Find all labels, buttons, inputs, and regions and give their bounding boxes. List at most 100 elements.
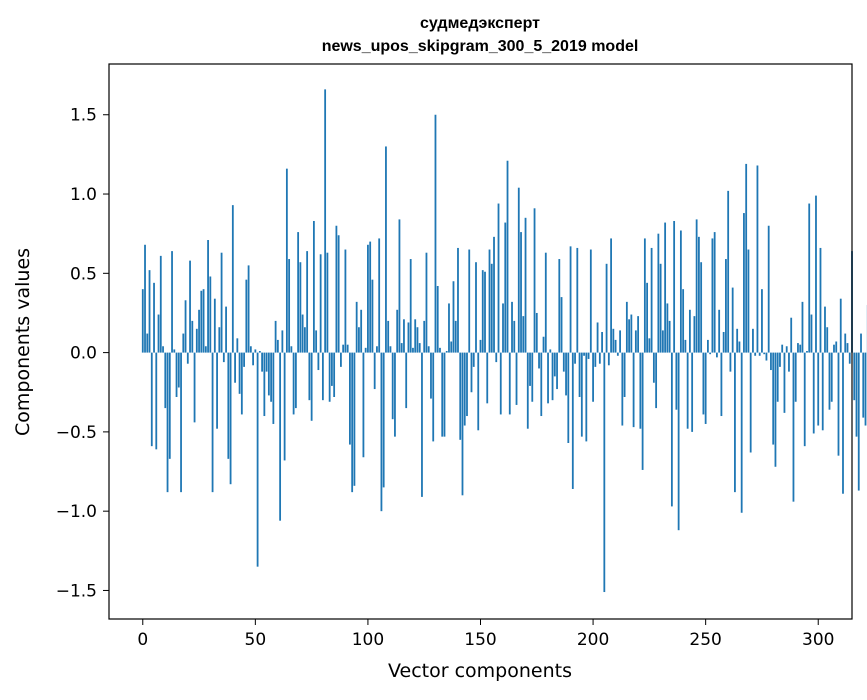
bar (743, 213, 745, 353)
y-tick-label: 0.5 (70, 264, 97, 284)
bar (358, 327, 360, 352)
bar (342, 345, 344, 353)
bar (642, 353, 644, 470)
bar (216, 353, 218, 429)
bar (495, 353, 497, 363)
x-tick-label: 200 (577, 630, 609, 650)
bar (761, 289, 763, 352)
bar (410, 259, 412, 353)
bar (473, 353, 475, 367)
bar (680, 231, 682, 353)
bar (504, 223, 506, 353)
bar (826, 327, 828, 352)
bar (392, 353, 394, 420)
bar (248, 265, 250, 352)
bar (556, 353, 558, 389)
bar (734, 353, 736, 493)
bar (482, 270, 484, 352)
bar (646, 283, 648, 353)
bar (270, 353, 272, 402)
bar (588, 353, 590, 359)
bar (254, 349, 256, 352)
bar (592, 353, 594, 402)
bar (610, 238, 612, 352)
x-tick-label: 100 (352, 630, 384, 650)
bar (811, 315, 813, 353)
bar (313, 221, 315, 353)
bar (347, 345, 349, 353)
bar (261, 353, 263, 372)
bar (399, 219, 401, 352)
bar (198, 310, 200, 353)
bar (599, 353, 601, 364)
bar (279, 353, 281, 521)
bar (838, 353, 840, 456)
bar (513, 321, 515, 353)
bar (239, 353, 241, 394)
bar (471, 353, 473, 393)
bar (525, 218, 527, 353)
bar (770, 353, 772, 370)
bar (428, 346, 430, 352)
bar (777, 353, 779, 402)
bar (567, 353, 569, 443)
bar (302, 315, 304, 353)
bar (579, 353, 581, 397)
bar (829, 353, 831, 410)
bar (797, 343, 799, 353)
bar (412, 348, 414, 353)
bar (171, 251, 173, 352)
bar (739, 342, 741, 353)
bar (554, 353, 556, 377)
bar (336, 226, 338, 353)
bar (360, 310, 362, 353)
bar (606, 264, 608, 353)
bar (529, 353, 531, 386)
bar (757, 165, 759, 352)
bar (401, 343, 403, 353)
bar (754, 353, 756, 356)
bar (374, 353, 376, 389)
bar (693, 316, 695, 352)
bar (820, 248, 822, 353)
bar (540, 353, 542, 416)
bar (507, 161, 509, 353)
bar (167, 353, 169, 493)
x-tick-label: 300 (802, 630, 834, 650)
bar (295, 353, 297, 409)
bar (426, 253, 428, 353)
bar (657, 234, 659, 353)
bar (691, 353, 693, 432)
bar (549, 349, 551, 352)
bar (536, 313, 538, 353)
bar (705, 353, 707, 424)
bar (194, 353, 196, 423)
bar (306, 251, 308, 352)
bar (338, 235, 340, 352)
bar (164, 353, 166, 409)
bar (189, 261, 191, 353)
bar (633, 353, 635, 428)
bar (363, 353, 365, 458)
bar (666, 303, 668, 352)
bar (531, 353, 533, 402)
bar (860, 334, 862, 353)
y-tick-label: 1.5 (70, 106, 97, 126)
bar (435, 115, 437, 353)
bar (808, 204, 810, 353)
bar (284, 353, 286, 461)
bar (182, 334, 184, 353)
bar (394, 353, 396, 437)
bar (191, 321, 193, 353)
bar (331, 353, 333, 386)
y-tick-label: 1.0 (70, 185, 97, 205)
bar (543, 337, 545, 353)
bar (617, 353, 619, 356)
bar (327, 253, 329, 353)
bar (775, 353, 777, 467)
bar (468, 250, 470, 353)
bar (232, 205, 234, 352)
bar (311, 353, 313, 421)
bar (486, 353, 488, 404)
bar (655, 353, 657, 409)
